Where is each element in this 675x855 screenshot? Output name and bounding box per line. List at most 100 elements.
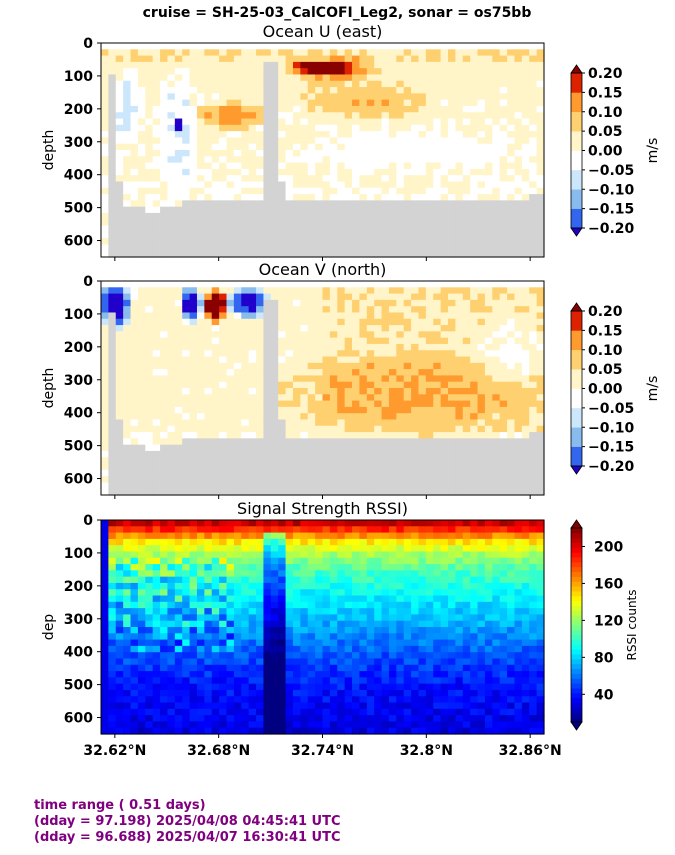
heatmap-cell (204, 576, 213, 584)
heatmap-cell (322, 343, 331, 351)
heatmap-cell (204, 124, 213, 132)
heatmap-cell (204, 381, 213, 389)
heatmap-cell (507, 450, 516, 458)
heatmap-cell (248, 595, 257, 603)
heatmap-cell (322, 400, 331, 408)
heatmap-cell (529, 450, 538, 458)
heatmap-cell (248, 639, 257, 647)
heatmap-cell (145, 564, 154, 571)
heatmap-cell (233, 219, 242, 227)
heatmap-cell (455, 212, 464, 220)
heatmap-cell (529, 200, 538, 208)
heatmap-cell (374, 156, 383, 164)
heatmap-cell (248, 343, 257, 351)
heatmap-cell (189, 225, 198, 233)
heatmap-cell (315, 131, 324, 139)
heatmap-cell (484, 381, 493, 389)
heatmap-cell (381, 463, 390, 471)
heatmap-cell (145, 476, 154, 484)
heatmap-cell (411, 281, 420, 288)
heatmap-cell (477, 281, 486, 288)
heatmap-cell (433, 68, 442, 76)
heatmap-cell (418, 432, 427, 439)
heatmap-cell (433, 99, 442, 107)
heatmap-cell (315, 394, 324, 402)
heatmap-cell (374, 337, 383, 345)
heatmap-cell (211, 476, 220, 484)
heatmap-cell (359, 55, 368, 63)
heatmap-cell (322, 463, 331, 471)
heatmap-cell (241, 350, 250, 358)
heatmap-cell (248, 557, 257, 565)
heatmap-cell (300, 306, 309, 314)
heatmap-cell (115, 664, 124, 672)
heatmap-cell (300, 112, 309, 120)
heatmap-cell (396, 74, 405, 82)
heatmap-cell (123, 488, 132, 496)
heatmap-cell (337, 244, 346, 252)
heatmap-cell (440, 206, 449, 214)
heatmap-cell (278, 375, 287, 383)
heatmap-cell (108, 538, 117, 546)
heatmap-cell (322, 238, 331, 246)
heatmap-cell (160, 457, 169, 465)
heatmap-cell (233, 80, 242, 88)
heatmap-cell (381, 318, 390, 326)
heatmap-cell (433, 80, 442, 88)
heatmap-cell (160, 312, 169, 320)
heatmap-cell (344, 381, 353, 389)
heatmap-cell (137, 312, 146, 320)
heatmap-cell (366, 74, 375, 82)
heatmap-cell (241, 318, 250, 326)
heatmap-cell (233, 671, 242, 678)
heatmap-cell (189, 671, 198, 678)
heatmap-cell (256, 551, 265, 559)
heatmap-cell (108, 168, 117, 176)
heatmap-cell (477, 482, 486, 490)
heatmap-cell (374, 68, 383, 76)
heatmap-cell (108, 469, 117, 477)
heatmap-cell (160, 118, 169, 126)
heatmap-cell (219, 538, 228, 546)
heatmap-cell (462, 469, 471, 477)
heatmap-cell (189, 469, 198, 477)
heatmap-cell (101, 551, 109, 559)
heatmap-cell (160, 444, 169, 452)
heatmap-cell (233, 664, 242, 672)
heatmap-cell (337, 388, 346, 395)
heatmap-cell (270, 369, 279, 377)
heatmap-cell (219, 105, 228, 113)
heatmap-cell (514, 463, 523, 471)
heatmap-cell (101, 538, 109, 546)
heatmap-cell (108, 356, 117, 364)
heatmap-cell (396, 318, 405, 326)
heatmap-cell (307, 413, 316, 421)
heatmap-cell (152, 181, 161, 189)
heatmap-cell (108, 526, 117, 534)
heatmap-cell (448, 362, 456, 370)
heatmap-cell (374, 419, 383, 427)
heatmap-cell (492, 124, 501, 132)
heatmap-cell (448, 488, 456, 496)
heatmap-cell (529, 444, 538, 452)
heatmap-cell (108, 331, 117, 339)
heatmap-cell (477, 299, 486, 307)
heatmap-cell (425, 250, 434, 258)
heatmap-cell (211, 105, 220, 113)
heatmap-cell (470, 394, 479, 402)
heatmap-cell (270, 620, 279, 628)
heatmap-cell (204, 520, 213, 527)
heatmap-cell (285, 187, 294, 195)
heatmap-cell (226, 281, 235, 288)
heatmap-cell (130, 425, 139, 433)
heatmap-cell (507, 406, 516, 414)
heatmap-cell (374, 450, 383, 458)
heatmap-cell (241, 375, 250, 383)
heatmap-cell (484, 175, 493, 183)
heatmap-cell (167, 43, 176, 50)
heatmap-cell (152, 545, 161, 553)
heatmap-cell (196, 194, 205, 201)
colorbar-tick-label: 0.20 (588, 304, 623, 320)
heatmap-cell (108, 671, 117, 678)
heatmap-cell (337, 131, 346, 139)
